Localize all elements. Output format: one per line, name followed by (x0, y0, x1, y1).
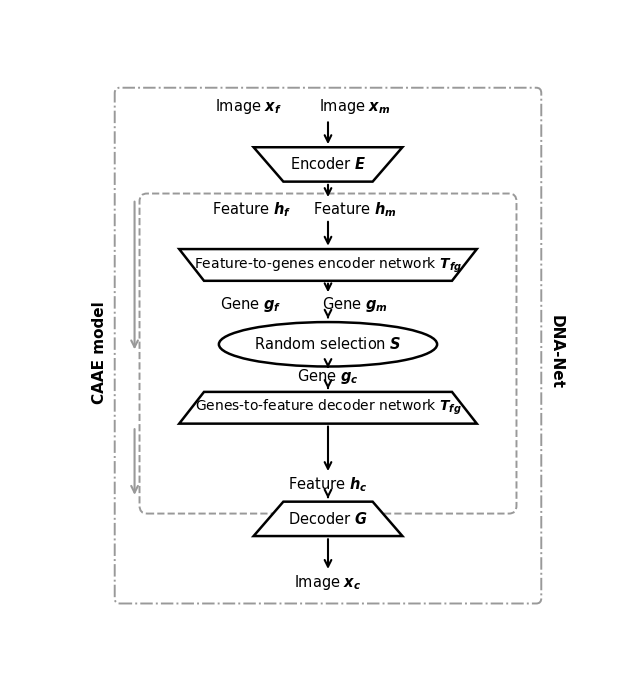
Text: Image $\boldsymbol{x}_{\boldsymbol{c}}$: Image $\boldsymbol{x}_{\boldsymbol{c}}$ (294, 573, 362, 592)
Text: Image $\boldsymbol{x}_{\boldsymbol{f}}$: Image $\boldsymbol{x}_{\boldsymbol{f}}$ (215, 97, 282, 115)
Text: Random selection $\boldsymbol{S}$: Random selection $\boldsymbol{S}$ (254, 337, 402, 352)
Text: Gene $\boldsymbol{g}_{\boldsymbol{f}}$: Gene $\boldsymbol{g}_{\boldsymbol{f}}$ (220, 295, 282, 314)
Ellipse shape (219, 322, 437, 366)
Text: Gene $\boldsymbol{g}_{\boldsymbol{m}}$: Gene $\boldsymbol{g}_{\boldsymbol{m}}$ (323, 295, 388, 314)
Text: Image $\boldsymbol{x}_{\boldsymbol{m}}$: Image $\boldsymbol{x}_{\boldsymbol{m}}$ (319, 97, 391, 115)
Text: Feature-to-genes encoder network $\boldsymbol{T}_{\boldsymbol{fg}}$: Feature-to-genes encoder network $\bolds… (194, 256, 462, 275)
Polygon shape (179, 392, 477, 424)
Text: Feature $\boldsymbol{h}_{\boldsymbol{c}}$: Feature $\boldsymbol{h}_{\boldsymbol{c}}… (288, 475, 368, 494)
Polygon shape (253, 147, 403, 181)
Text: Genes-to-feature decoder network $\boldsymbol{T}_{\boldsymbol{fg}}$: Genes-to-feature decoder network $\bolds… (195, 398, 461, 418)
Text: DNA-Net: DNA-Net (548, 315, 564, 390)
Text: Encoder $\boldsymbol{E}$: Encoder $\boldsymbol{E}$ (290, 157, 366, 172)
Text: CAAE model: CAAE model (92, 301, 108, 403)
Text: Feature $\boldsymbol{h}_{\boldsymbol{m}}$: Feature $\boldsymbol{h}_{\boldsymbol{m}}… (314, 200, 397, 218)
Text: Decoder $\boldsymbol{G}$: Decoder $\boldsymbol{G}$ (288, 511, 368, 527)
Text: Gene $\boldsymbol{g}_{\boldsymbol{c}}$: Gene $\boldsymbol{g}_{\boldsymbol{c}}$ (297, 367, 359, 385)
Text: Feature $\boldsymbol{h}_{\boldsymbol{f}}$: Feature $\boldsymbol{h}_{\boldsymbol{f}}… (212, 200, 291, 218)
Polygon shape (253, 502, 403, 536)
Polygon shape (179, 249, 477, 281)
